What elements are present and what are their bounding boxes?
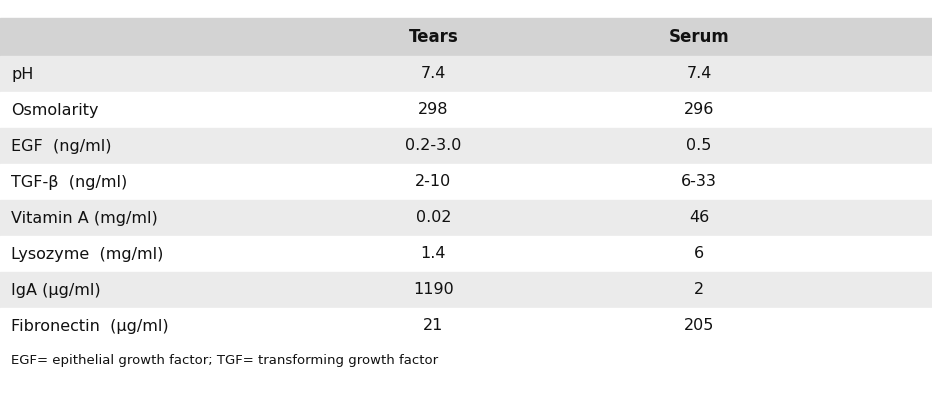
- Text: Lysozyme  (mg/ml): Lysozyme (mg/ml): [11, 246, 163, 261]
- Bar: [0, 18, 932, 56]
- Text: 298: 298: [418, 103, 448, 118]
- Text: 46: 46: [689, 210, 709, 225]
- Text: 205: 205: [684, 318, 714, 333]
- Text: IgA (μg/ml): IgA (μg/ml): [11, 282, 101, 297]
- Text: Tears: Tears: [408, 28, 459, 46]
- Text: 2-10: 2-10: [416, 175, 451, 189]
- Text: 0.5: 0.5: [686, 139, 712, 154]
- Bar: [0, 200, 932, 236]
- Text: 2: 2: [694, 282, 704, 297]
- Text: 296: 296: [684, 103, 714, 118]
- Text: 6: 6: [694, 246, 704, 261]
- Bar: [0, 164, 932, 200]
- Text: 21: 21: [423, 318, 444, 333]
- Text: Osmolarity: Osmolarity: [11, 103, 99, 118]
- Bar: [0, 236, 932, 272]
- Text: Fibronectin  (μg/ml): Fibronectin (μg/ml): [11, 318, 169, 333]
- Text: Serum: Serum: [668, 28, 730, 46]
- Text: EGF= epithelial growth factor; TGF= transforming growth factor: EGF= epithelial growth factor; TGF= tran…: [11, 354, 438, 367]
- Text: 1190: 1190: [413, 282, 454, 297]
- Text: pH: pH: [11, 67, 34, 82]
- Text: 7.4: 7.4: [686, 67, 712, 82]
- Bar: [0, 92, 932, 128]
- Bar: [0, 128, 932, 164]
- Bar: [0, 272, 932, 308]
- Text: 7.4: 7.4: [420, 67, 446, 82]
- Text: 1.4: 1.4: [420, 246, 446, 261]
- Text: 0.02: 0.02: [416, 210, 451, 225]
- Bar: [0, 56, 932, 92]
- Text: 0.2-3.0: 0.2-3.0: [405, 139, 461, 154]
- Text: 6-33: 6-33: [681, 175, 717, 189]
- Text: Vitamin A (mg/ml): Vitamin A (mg/ml): [11, 210, 158, 225]
- Text: TGF-β  (ng/ml): TGF-β (ng/ml): [11, 175, 128, 189]
- Text: EGF  (ng/ml): EGF (ng/ml): [11, 139, 112, 154]
- Bar: [0, 308, 932, 344]
